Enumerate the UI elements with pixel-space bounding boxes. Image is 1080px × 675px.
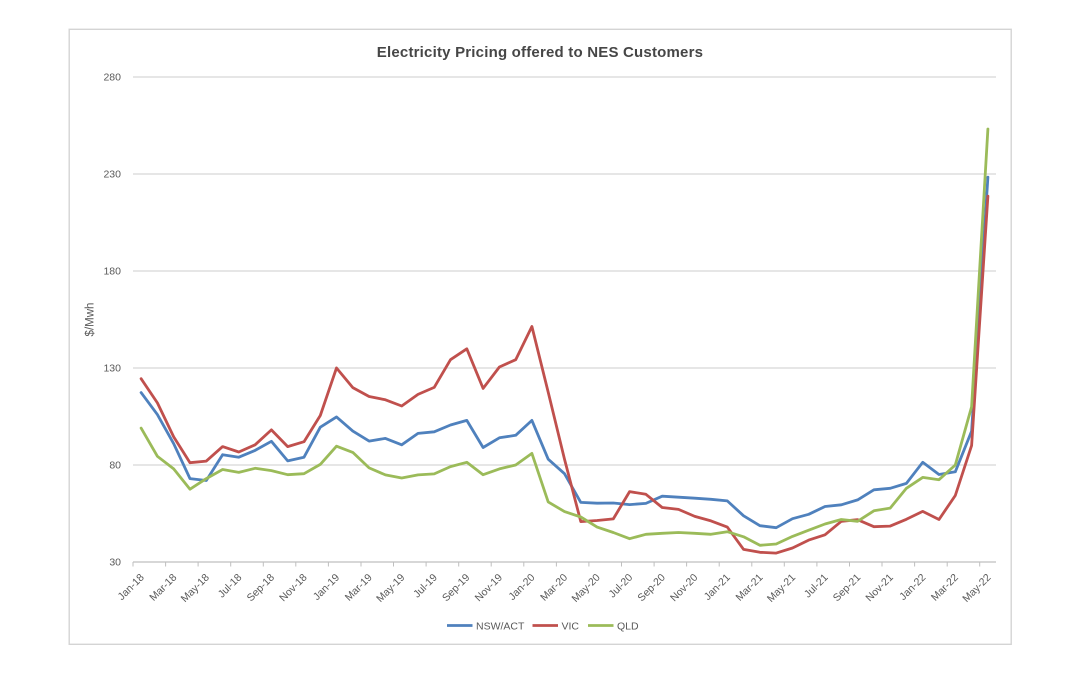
svg-text:280: 280	[103, 72, 121, 84]
svg-text:QLD: QLD	[617, 620, 639, 632]
svg-text:NSW/ACT: NSW/ACT	[476, 620, 525, 632]
svg-text:VIC: VIC	[562, 620, 580, 632]
svg-text:180: 180	[103, 266, 121, 278]
svg-text:230: 230	[103, 169, 121, 181]
svg-text:130: 130	[103, 363, 121, 375]
svg-text:Electricity Pricing offered to: Electricity Pricing offered to NES Custo…	[377, 44, 703, 61]
svg-text:80: 80	[109, 460, 121, 472]
svg-text:$/Mwh: $/Mwh	[85, 303, 97, 337]
svg-text:30: 30	[109, 557, 121, 569]
